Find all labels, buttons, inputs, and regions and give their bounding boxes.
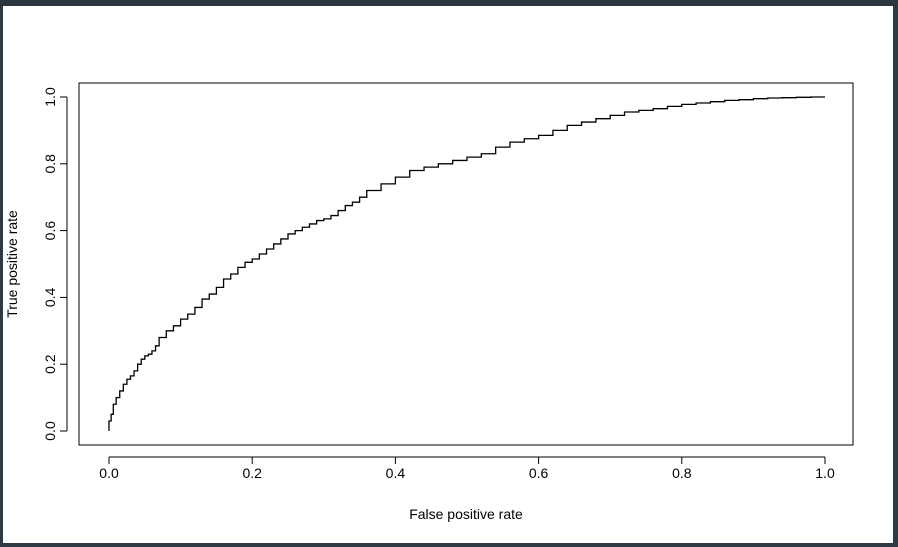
y-tick-label: 0.6 [42,221,58,241]
plot-window: 0.0 0.2 0.4 0.6 0.8 1.0 False positive rate 0.0… [3,6,893,543]
y-tick-label: 0.0 [42,421,58,441]
x-tick-label: 0.4 [386,465,406,481]
x-tick-label: 0.8 [672,465,692,481]
y-axis-title: True positive rate [4,210,20,318]
y-tick-label: 1.0 [42,87,58,107]
x-tick-label: 0.2 [242,465,262,481]
x-tick-label: 0.6 [529,465,549,481]
plot-frame [78,82,854,446]
roc-chart: 0.0 0.2 0.4 0.6 0.8 1.0 False positive rate 0.0… [4,82,854,522]
y-tick-label: 0.4 [42,287,58,307]
y-tick-label: 0.8 [42,154,58,174]
y-tick-label: 0.2 [42,354,58,374]
x-tick-label: 1.0 [815,465,835,481]
x-tick-label: 0.0 [99,465,119,481]
roc-curve-line [108,96,825,431]
window-title-strip [0,0,898,6]
x-axis-title: False positive rate [409,506,523,522]
